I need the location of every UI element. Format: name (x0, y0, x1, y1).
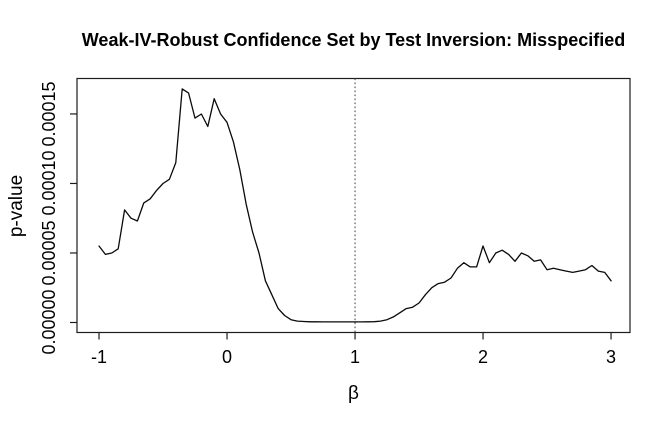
x-tick-label: -1 (91, 347, 108, 367)
x-tick-label: 2 (478, 347, 489, 367)
chart-title: Weak-IV-Robust Confidence Set by Test In… (81, 30, 626, 50)
x-tick-label: 1 (350, 347, 361, 367)
x-axis-title: β (348, 383, 359, 404)
p-value-curve (98, 88, 612, 323)
x-tick-label: 3 (606, 347, 617, 367)
plot-box-border (76, 77, 631, 334)
axes-layer (70, 77, 631, 340)
x-tick-label: 0 (222, 347, 233, 367)
data-layer (98, 78, 612, 333)
y-axis-title: p-value (6, 174, 27, 238)
y-tick-label: 0.00015 (39, 81, 59, 147)
